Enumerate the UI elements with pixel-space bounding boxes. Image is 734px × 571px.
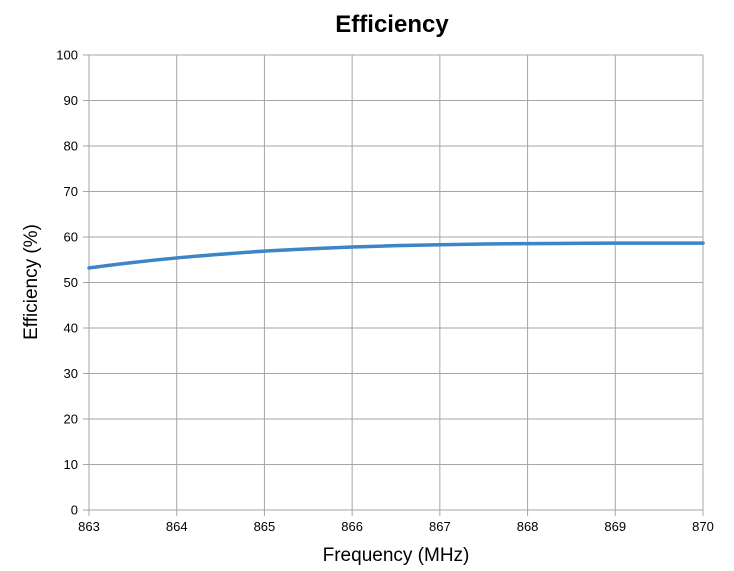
x-tick-label: 869 (604, 519, 626, 534)
x-axis-label: Frequency (MHz) (323, 545, 470, 566)
y-tick-label: 0 (71, 503, 78, 518)
y-tick-label: 70 (64, 184, 78, 199)
y-tick-label: 30 (64, 366, 78, 381)
x-tick-label: 864 (166, 519, 188, 534)
chart-title: Efficiency (335, 11, 449, 38)
y-tick-label: 20 (64, 412, 78, 427)
y-tick-label: 90 (64, 93, 78, 108)
axes (88, 55, 703, 511)
x-tick-label: 866 (341, 519, 363, 534)
y-tick-label: 80 (64, 139, 78, 154)
grid (83, 54, 704, 516)
efficiency-series-line (87, 241, 705, 270)
x-tick-label: 867 (429, 519, 451, 534)
y-tick-label: 60 (64, 230, 78, 245)
y-tick-label: 100 (56, 48, 78, 63)
x-tick-label: 865 (254, 519, 276, 534)
y-axis-label: Efficiency (%) (21, 224, 42, 340)
x-tick-label: 868 (517, 519, 539, 534)
x-tick-label: 870 (692, 519, 714, 534)
x-tick-label: 863 (78, 519, 100, 534)
tick-labels: 0 10 20 30 40 50 60 70 80 90 100 863 864 865 866 867 868… (56, 48, 714, 535)
y-tick-label: 10 (64, 457, 78, 472)
series-layer (87, 241, 705, 270)
y-tick-label: 50 (64, 275, 78, 290)
y-tick-label: 40 (64, 321, 78, 336)
